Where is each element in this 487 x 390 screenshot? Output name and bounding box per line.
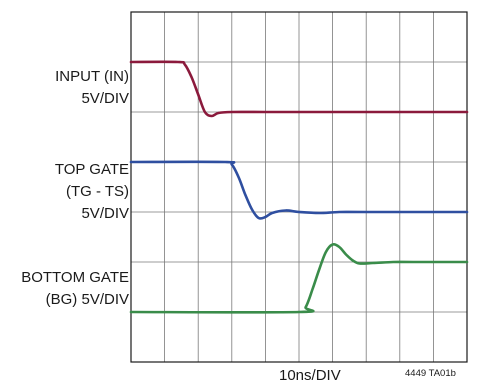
- top-gate-label-line-1: TOP GATE: [54, 161, 129, 178]
- top-gate-label-line-2: (TG - TS): [65, 183, 129, 200]
- plot-frame: [130, 11, 468, 363]
- figure-code: 4449 TA01b: [405, 368, 456, 379]
- input-label: INPUT (IN) 5V/DIV: [55, 66, 129, 110]
- plot-traces: [129, 60, 469, 314]
- plot-grid: [130, 11, 468, 363]
- bottom-gate-label-line-2: (BG) 5V/DIV: [45, 291, 129, 308]
- bottom_gate-trace: [129, 243, 469, 314]
- input-label-line-1: INPUT (IN): [55, 68, 129, 85]
- top-gate-label-line-3: 5V/DIV: [81, 205, 129, 222]
- top-gate-label: TOP GATE (TG - TS) 5V/DIV: [55, 159, 129, 225]
- bottom-gate-label: BOTTOM GATE (BG) 5V/DIV: [21, 267, 129, 311]
- top_gate-trace: [129, 160, 469, 220]
- bottom-gate-label-line-1: BOTTOM GATE: [21, 269, 129, 286]
- x-axis-label: 10ns/DIV: [279, 367, 341, 384]
- input-label-line-2: 5V/DIV: [81, 90, 129, 107]
- input-trace: [129, 60, 469, 118]
